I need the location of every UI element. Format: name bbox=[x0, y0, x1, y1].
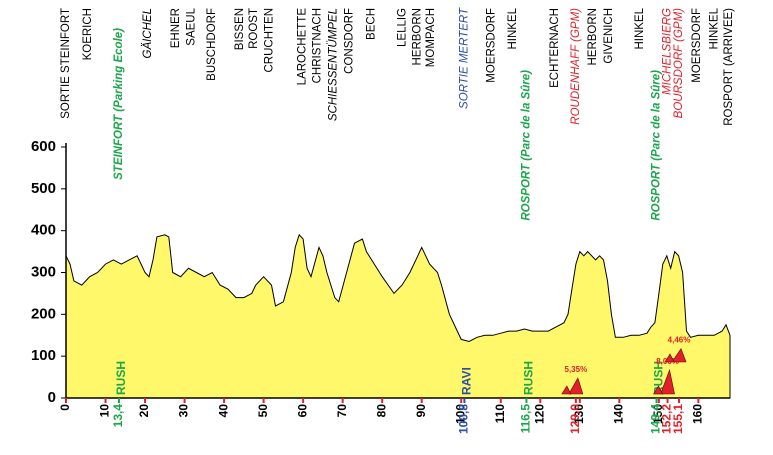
place-label: ROSPORT (Parc de la Sûre) bbox=[520, 70, 532, 221]
place-label: ROSPORT (ARRIVEE) bbox=[723, 8, 735, 126]
place-label: BOURSDORF (GPM) bbox=[673, 8, 685, 118]
place-label: EHNER bbox=[170, 8, 182, 48]
x-tick-label: 90 bbox=[414, 404, 428, 418]
y-tick-label: 100 bbox=[31, 347, 56, 364]
km-marker-label: 100,8 bbox=[457, 404, 471, 434]
climb-triangle bbox=[671, 347, 687, 363]
elevation-area bbox=[65, 233, 731, 399]
place-label: BISSEN bbox=[234, 8, 246, 50]
x-tick-label: 140 bbox=[612, 404, 626, 424]
km-marker-label: 155,1 bbox=[671, 404, 685, 434]
place-label: BUSCHDORF bbox=[206, 8, 218, 81]
climb-gradient: 5,35% bbox=[565, 365, 588, 374]
y-tick-label: 600 bbox=[31, 138, 56, 155]
place-label: ROUDENHAFF (GPM) bbox=[570, 8, 582, 125]
x-tick-label: 80 bbox=[374, 404, 388, 418]
x-tick-label: 70 bbox=[335, 404, 349, 418]
zone-label: RAVI bbox=[460, 367, 474, 395]
x-tick-label: 150 bbox=[651, 404, 665, 424]
x-tick-label: 60 bbox=[295, 404, 309, 418]
km-marker-label: 13,4 bbox=[111, 404, 125, 428]
x-tick-label: 10 bbox=[98, 404, 112, 418]
place-label: ROSPORT (Parc de la Sûre) bbox=[651, 70, 663, 221]
place-label: GIVENICH bbox=[603, 8, 615, 64]
km-marker-label: 152,2 bbox=[660, 404, 674, 434]
km-marker-label: 116,5 bbox=[519, 404, 533, 434]
x-tick-label: 100 bbox=[453, 404, 467, 424]
place-label: MOERSDORF bbox=[485, 8, 497, 83]
climb-triangle-small bbox=[561, 385, 572, 395]
zone-label: RUSH bbox=[522, 361, 536, 395]
place-label: HINKEL bbox=[709, 7, 721, 49]
place-label: MOMPACH bbox=[425, 8, 437, 67]
place-label: MOERSDORF bbox=[691, 8, 703, 83]
km-marker-label: 129,0 bbox=[568, 404, 582, 434]
place-label: CHRISTNACH bbox=[311, 8, 323, 83]
place-label: BECH bbox=[366, 8, 378, 40]
y-tick-label: 200 bbox=[31, 305, 56, 322]
x-tick-label: 0 bbox=[58, 404, 72, 411]
km-marker-label: 149,4 bbox=[649, 404, 663, 434]
place-label: LELLIG bbox=[396, 8, 408, 47]
place-label: STEINFORT (Parking Ecole) bbox=[113, 28, 125, 180]
place-label: LAROCHETTE bbox=[296, 8, 308, 86]
x-tick-label: 20 bbox=[137, 404, 151, 418]
y-tick-label: 300 bbox=[31, 263, 56, 280]
place-label: MICHELSBIERG bbox=[662, 8, 674, 95]
place-label: HINKEL bbox=[634, 7, 646, 49]
zone-label: RUSH bbox=[652, 361, 666, 395]
place-label: CONSDORF bbox=[343, 8, 355, 74]
x-tick-label: 30 bbox=[177, 404, 191, 418]
place-label: HERBORN bbox=[411, 8, 423, 66]
place-label: HERBORN bbox=[587, 8, 599, 66]
place-label: ROOST bbox=[248, 8, 260, 49]
place-label: SAEUL bbox=[186, 7, 198, 45]
climb-triangle bbox=[568, 377, 584, 395]
place-label: SORTIE MERTERT bbox=[458, 7, 470, 109]
x-tick-label: 50 bbox=[256, 404, 270, 418]
y-tick-label: 500 bbox=[31, 180, 56, 197]
x-tick-label: 130 bbox=[572, 404, 586, 424]
zone-label: RUSH bbox=[114, 361, 128, 395]
place-label: CRUCHTEN bbox=[264, 8, 276, 73]
climb-triangle-small bbox=[653, 385, 664, 395]
x-tick-label: 120 bbox=[532, 404, 546, 424]
climb-triangle-small bbox=[664, 353, 675, 363]
place-label: ECHTERNACH bbox=[549, 8, 561, 88]
place-label: GÄICHEL bbox=[142, 8, 154, 59]
x-tick-label: 160 bbox=[691, 404, 705, 424]
x-tick-label: 110 bbox=[493, 404, 507, 424]
place-label: SORTIE STEINFORT bbox=[60, 8, 72, 119]
place-label: SCHIESSENTÜMPEL bbox=[328, 8, 340, 121]
y-tick-label: 0 bbox=[48, 389, 56, 406]
climb-triangle bbox=[660, 368, 675, 395]
y-tick-label: 400 bbox=[31, 222, 56, 239]
place-label: HINKEL bbox=[507, 7, 519, 49]
place-label: KOERICH bbox=[82, 8, 94, 60]
climb-gradient: 4,46% bbox=[668, 336, 691, 345]
x-tick-label: 40 bbox=[216, 404, 230, 418]
